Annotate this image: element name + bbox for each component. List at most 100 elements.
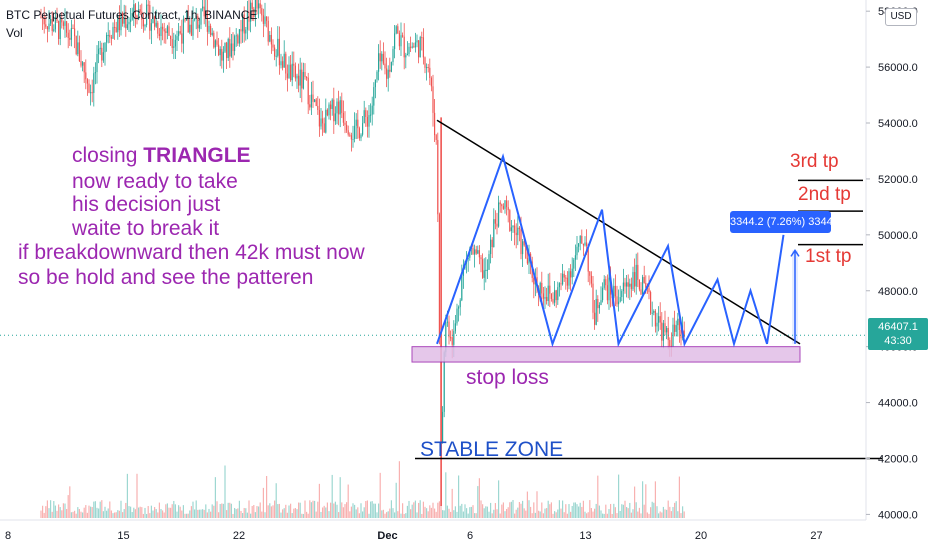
volume-bar (232, 513, 234, 518)
volume-bar (371, 501, 373, 518)
candle-body (69, 37, 71, 40)
annotation-line: waite to break it (71, 217, 219, 240)
volume-bar (424, 506, 426, 518)
volume-bar (110, 510, 112, 518)
volume-bar (83, 507, 85, 518)
volume-bar (627, 508, 629, 518)
volume-indicator-label[interactable]: Vol (6, 26, 23, 40)
candle-body (150, 23, 152, 31)
volume-bar (456, 511, 458, 518)
candle-body (227, 38, 229, 59)
volume-bar (160, 508, 162, 518)
volume-bar (602, 513, 604, 518)
volume-bar (533, 502, 535, 518)
candle-body (678, 318, 680, 330)
volume-bar (466, 508, 468, 518)
volume-bar (670, 511, 672, 518)
volume-bar (214, 477, 216, 518)
candle-body (232, 43, 234, 52)
volume-bar (243, 507, 245, 518)
volume-bar (237, 508, 239, 518)
volume-bar (523, 508, 525, 518)
candle-body (320, 118, 322, 127)
volume-bar (146, 513, 148, 518)
volume-bar (499, 513, 501, 518)
candle-body (629, 283, 631, 287)
volume-bar (186, 513, 188, 518)
volume-bar (595, 503, 597, 518)
candle-body (486, 269, 488, 271)
candle-body (533, 277, 535, 285)
candle-body (493, 219, 495, 248)
volume-bar (338, 512, 340, 518)
candle-body (546, 296, 548, 302)
candle-body (418, 40, 420, 58)
volume-bar (608, 509, 610, 518)
price-axis[interactable]: 40000.042000.044000.046000.048000.050000… (866, 6, 918, 521)
time-axis[interactable]: 8 15 22 Dec 6 13 20 27 (5, 530, 823, 542)
candle-body (658, 316, 660, 323)
candle-body (141, 11, 143, 20)
volume-bar (270, 506, 272, 518)
volume-bar (634, 486, 636, 518)
candle-body (368, 115, 370, 127)
candle-body (205, 10, 207, 17)
volume-bar (293, 508, 295, 518)
volume-bar (384, 513, 386, 518)
candle-body (210, 25, 212, 35)
volume-bar (354, 504, 356, 518)
candle-body (491, 239, 493, 248)
volume-bar (462, 511, 464, 518)
candle-body (547, 285, 549, 302)
volume-bar (104, 506, 106, 518)
candle-body (659, 316, 661, 323)
volume-bar (659, 511, 661, 518)
volume-bar (512, 500, 514, 518)
price-range-measure-label[interactable]: 3344.2 (7.26%) 33442 (730, 211, 839, 233)
candle-body (157, 22, 159, 34)
candle-body (598, 305, 600, 309)
volume-bar (352, 503, 354, 518)
volume-bar (138, 507, 140, 518)
candle-body (454, 323, 456, 332)
candle-body (136, 15, 138, 20)
volume-bar (478, 478, 480, 518)
volume-bar (120, 500, 122, 518)
candle-body (544, 296, 546, 299)
candle-body (46, 26, 48, 30)
volume-bar (614, 507, 616, 518)
measure-arrow-head (790, 249, 800, 257)
candle-body (190, 24, 192, 36)
volume-bar (288, 505, 290, 518)
candle-body (246, 12, 248, 30)
currency-button[interactable]: USD (885, 8, 917, 26)
chart-title: BTC Perpetual Futures Contract, 1h, BINA… (6, 8, 258, 22)
volume-bar (349, 511, 351, 518)
volume-bar (360, 503, 362, 518)
volume-bar (422, 501, 424, 518)
volume-bar (651, 501, 653, 518)
candle-body (597, 298, 599, 309)
candle-body (91, 92, 93, 94)
candle-body (256, 0, 258, 9)
candle-body (661, 322, 663, 341)
candle-body (288, 64, 290, 79)
candle-body (211, 32, 213, 35)
triangle-zigzag (436, 153, 785, 348)
volume-bar (221, 503, 223, 518)
volume-bar (442, 510, 444, 518)
candle-body (616, 296, 618, 305)
candle-body (242, 14, 244, 32)
candle-body (293, 63, 295, 66)
candle-body (573, 259, 575, 269)
candle-body (666, 327, 668, 333)
candle-body (381, 53, 383, 62)
candle-body (595, 298, 597, 325)
volume-bar (250, 513, 252, 518)
candle-body (406, 53, 408, 56)
volume-bar (280, 512, 282, 518)
candle-body (149, 4, 151, 31)
candle-body (155, 22, 157, 27)
candle-body (158, 33, 160, 36)
candle-body (638, 279, 640, 290)
